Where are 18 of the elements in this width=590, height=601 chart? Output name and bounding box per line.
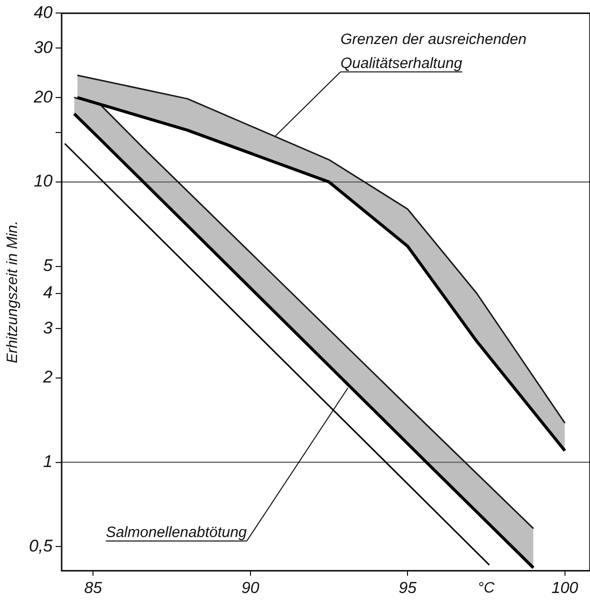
annotation: Grenzen der ausreichenden Qualitätserhaltung (340, 30, 526, 72)
y-tick-label: 40 (34, 2, 54, 22)
x-tick-label: 85 (84, 580, 102, 597)
y-tick-label: 0,5 (28, 536, 54, 556)
y-tick-label: 30 (34, 38, 54, 57)
y-tick-label: 4 (43, 283, 53, 302)
x-axis-title: °C (478, 579, 495, 596)
y-tick-label: 5 (43, 256, 54, 276)
x-tick-label: 95 (398, 580, 417, 597)
y-tick-label: 3 (43, 318, 54, 338)
y-axis-title: Erhitzungszeit in Min. (4, 220, 22, 364)
y-tick-label: 20 (32, 87, 54, 106)
y-tick-label: 10 (34, 172, 54, 191)
x-tick-label: 90 (241, 580, 260, 597)
x-tick-label: 100 (551, 580, 578, 597)
annotation: Salmonellenabtötung (106, 524, 248, 542)
y-tick-label: 2 (42, 368, 54, 387)
y-tick-label: 1 (43, 452, 53, 471)
